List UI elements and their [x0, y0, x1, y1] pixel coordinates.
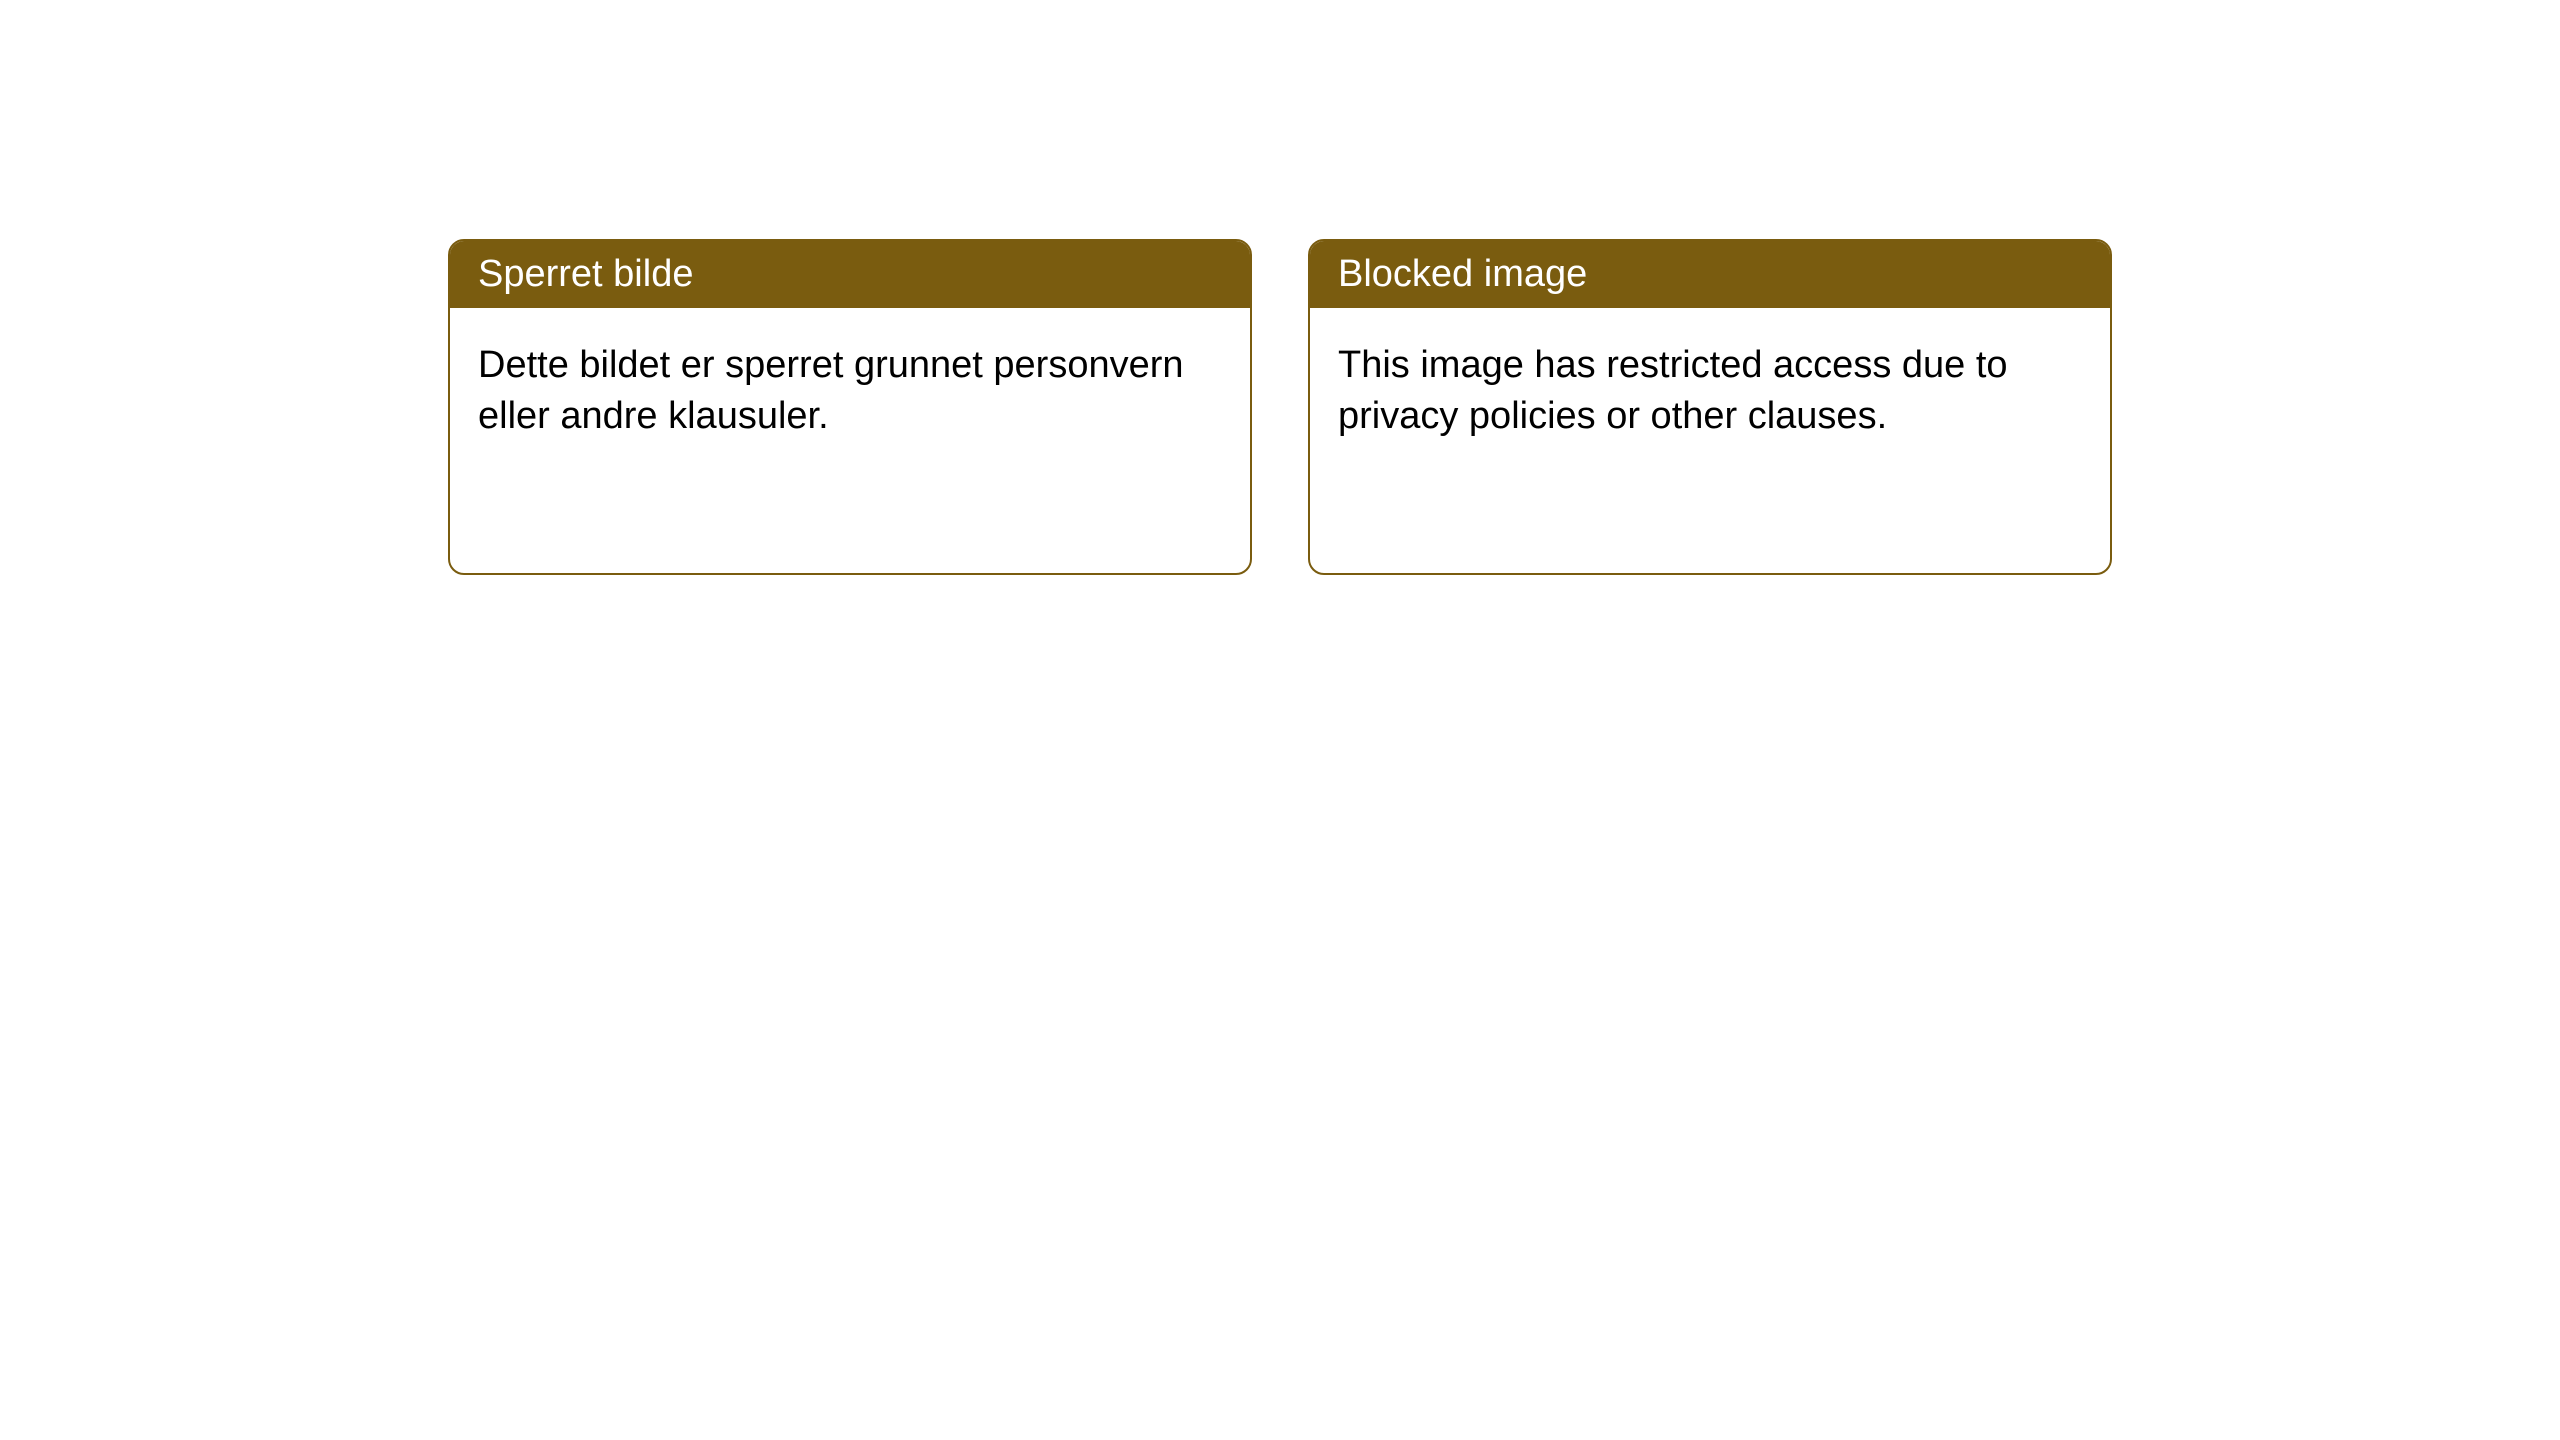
card-body: Dette bildet er sperret grunnet personve…: [450, 308, 1250, 475]
card-body: This image has restricted access due to …: [1310, 308, 2110, 475]
card-title: Sperret bilde: [450, 241, 1250, 308]
card-norwegian: Sperret bilde Dette bildet er sperret gr…: [448, 239, 1252, 575]
card-title: Blocked image: [1310, 241, 2110, 308]
card-english: Blocked image This image has restricted …: [1308, 239, 2112, 575]
cards-row: Sperret bilde Dette bildet er sperret gr…: [0, 0, 2560, 575]
